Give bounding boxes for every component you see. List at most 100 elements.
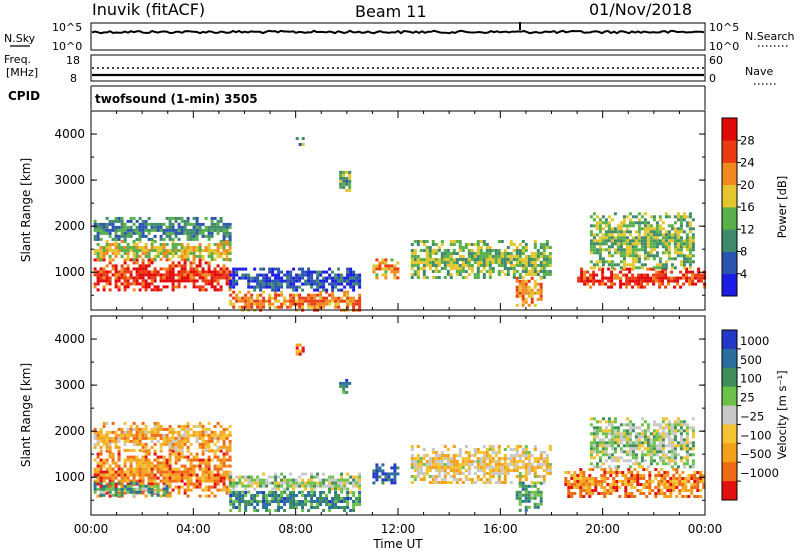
data-cell [123, 231, 127, 235]
data-cell [437, 469, 441, 472]
data-cell [624, 486, 628, 489]
data-cell [521, 288, 525, 292]
data-cell [691, 248, 695, 252]
data-cell [334, 503, 338, 506]
data-cell [96, 436, 100, 440]
data-cell [241, 484, 245, 488]
data-cell [138, 473, 142, 477]
data-cell [171, 231, 175, 235]
cpid-value: twofsound (1-min) 3505 [95, 92, 258, 106]
data-cell [679, 444, 683, 448]
data-cell [658, 260, 662, 264]
data-cell [207, 270, 211, 274]
data-cell [607, 215, 611, 219]
data-cell [676, 239, 680, 243]
data-cell [410, 445, 414, 448]
data-cell [512, 273, 516, 276]
data-cell [313, 305, 317, 309]
data-cell [613, 212, 617, 216]
data-cell [159, 424, 163, 428]
data-cell [349, 270, 353, 274]
data-cell [229, 494, 233, 497]
data-cell [171, 282, 175, 286]
data-cell [518, 445, 522, 448]
data-cell [132, 216, 136, 220]
data-cell [135, 467, 139, 471]
data-cell [274, 290, 278, 294]
data-cell [455, 472, 459, 475]
data-cell [99, 279, 103, 283]
data-cell [589, 432, 593, 436]
data-cell [225, 249, 229, 252]
data-cell [271, 494, 275, 497]
data-cell [334, 299, 338, 303]
data-cell [138, 222, 142, 226]
data-cell [640, 248, 644, 252]
data-cell [595, 215, 599, 219]
data-cell [609, 474, 613, 477]
data-cell [222, 461, 226, 465]
data-cell [422, 273, 426, 276]
data-cell [147, 285, 151, 289]
data-cell [621, 474, 625, 477]
data-cell [213, 279, 217, 283]
data-cell [592, 441, 596, 445]
data-cell [455, 270, 459, 273]
data-cell [625, 429, 629, 433]
data-cell [168, 442, 172, 446]
data-cell [652, 218, 656, 222]
data-cell [174, 228, 178, 232]
data-cell [622, 257, 626, 261]
data-cell [174, 264, 178, 268]
data-cell [132, 433, 136, 437]
data-cell [150, 464, 154, 468]
data-cell [619, 441, 623, 445]
data-cell [141, 219, 145, 223]
data-cell [582, 471, 586, 474]
data-cell [186, 433, 190, 437]
data-cell [634, 245, 638, 249]
colorbar-cell [722, 118, 737, 141]
data-cell [153, 433, 157, 437]
data-cell [171, 273, 175, 277]
data-cell [207, 252, 211, 255]
data-cell [204, 279, 208, 283]
data-cell [425, 258, 429, 261]
data-cell [93, 234, 97, 238]
data-cell [180, 252, 184, 255]
data-cell [434, 243, 438, 246]
data-cell [576, 483, 580, 486]
data-cell [652, 276, 656, 280]
data-cell [613, 447, 617, 451]
data-cell [512, 448, 516, 451]
data-cell [192, 231, 196, 235]
data-cell [413, 460, 417, 463]
data-cell [434, 270, 438, 273]
data-cell [521, 261, 525, 264]
data-cell [600, 474, 604, 477]
data-cell [673, 447, 677, 451]
data-cell [271, 497, 275, 500]
data-cell [664, 212, 668, 216]
data-cell [655, 447, 659, 451]
data-cell [658, 218, 662, 222]
data-cell [114, 476, 118, 480]
data-cell [105, 216, 109, 220]
data-cell [195, 458, 199, 462]
data-cell [229, 481, 233, 485]
data-cell [649, 276, 653, 280]
data-cell [117, 237, 121, 241]
data-cell [533, 252, 537, 255]
data-cell [606, 471, 610, 474]
data-cell [500, 255, 504, 258]
data-cell [610, 270, 614, 274]
data-cell [673, 420, 677, 424]
data-cell [667, 459, 671, 463]
data-cell [440, 463, 444, 466]
data-cell [301, 288, 305, 292]
data-cell [289, 293, 293, 297]
data-cell [536, 258, 540, 261]
data-cell [482, 243, 486, 246]
data-cell [482, 463, 486, 466]
data-cell [126, 433, 130, 437]
